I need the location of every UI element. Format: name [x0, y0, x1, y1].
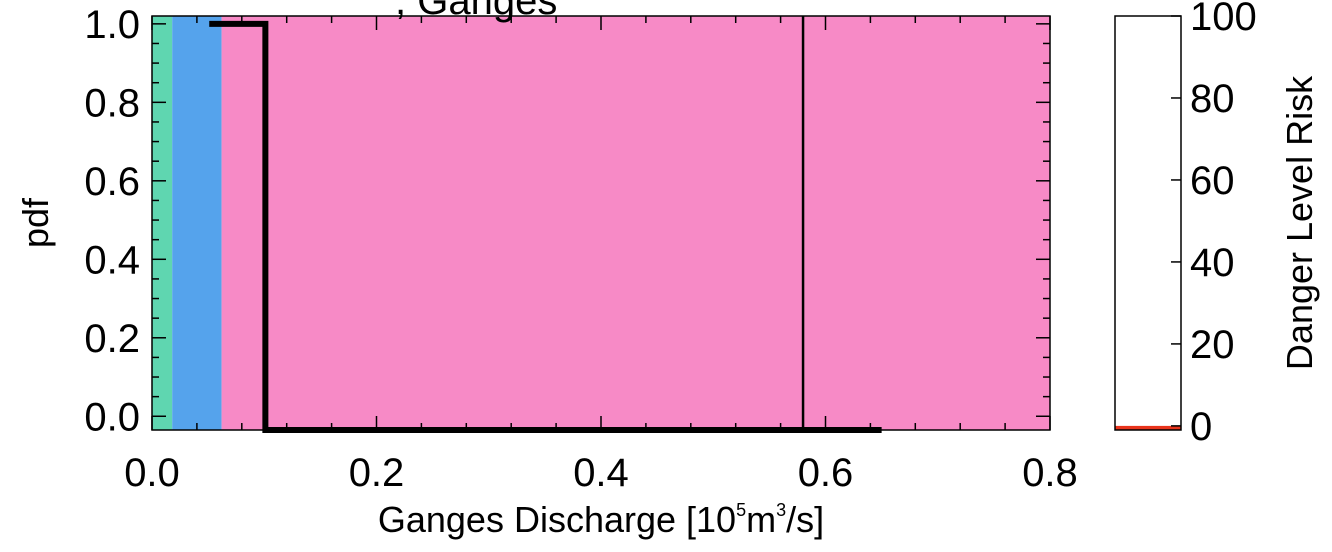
x-axis-label-sup1: 5 [736, 500, 746, 520]
y-tick-label: 0.2 [84, 317, 140, 361]
y-tick-label: 0.8 [84, 81, 140, 125]
risk-value-bar [1115, 425, 1181, 430]
risk-bar [1115, 425, 1181, 430]
x-tick-label: 0.8 [1022, 451, 1078, 495]
risk-tick-label: 20 [1190, 323, 1235, 367]
pdf-plot: 0.0 0.2 0.4 0.6 0.8 0.0 0.2 0.4 0.6 0.8 1.0 , Gan… [15, 0, 1078, 540]
x-axis-label-sup2: 3 [776, 500, 786, 520]
x-tick-label: 0.2 [349, 451, 405, 495]
y-tick-label: 0.4 [84, 238, 140, 282]
x-axis-label-mid: m [746, 499, 776, 540]
x-axis-label-main: Ganges Discharge [10 [378, 499, 736, 540]
y-tick-label: 1.0 [84, 3, 140, 47]
y-axis-ticks: 0.0 0.2 0.4 0.6 0.8 1.0 [84, 3, 1050, 439]
risk-axis-ticks: 0 20 40 60 80 100 [1171, 0, 1257, 449]
discharge-bands [152, 16, 1051, 430]
band-0 [152, 16, 173, 430]
x-tick-label: 0.6 [798, 451, 854, 495]
x-tick-label: 0.0 [124, 451, 180, 495]
risk-tick-label: 100 [1190, 0, 1257, 39]
y-tick-label: 0.0 [84, 395, 140, 439]
risk-frame [1114, 15, 1182, 431]
risk-tick-label: 60 [1190, 159, 1235, 203]
y-tick-label: 0.6 [84, 160, 140, 204]
chart-title: , Ganges [395, 0, 557, 23]
risk-tick-label: 80 [1190, 77, 1235, 121]
risk-bar-plot: 0 20 40 60 80 100 Danger Level Risk [1114, 0, 1320, 449]
x-axis-label: Ganges Discharge [105m3/s] [378, 499, 824, 540]
risk-tick-label: 40 [1190, 241, 1235, 285]
x-tick-label: 0.4 [573, 451, 629, 495]
risk-tick-label: 0 [1190, 405, 1212, 449]
y-axis-label: pdf [15, 197, 56, 248]
risk-axis-label: Danger Level Risk [1279, 75, 1320, 370]
band-2 [221, 16, 1051, 430]
x-axis-label-end: /s] [786, 499, 824, 540]
x-axis-ticks: 0.0 0.2 0.4 0.6 0.8 [124, 16, 1078, 495]
band-1 [172, 16, 222, 430]
